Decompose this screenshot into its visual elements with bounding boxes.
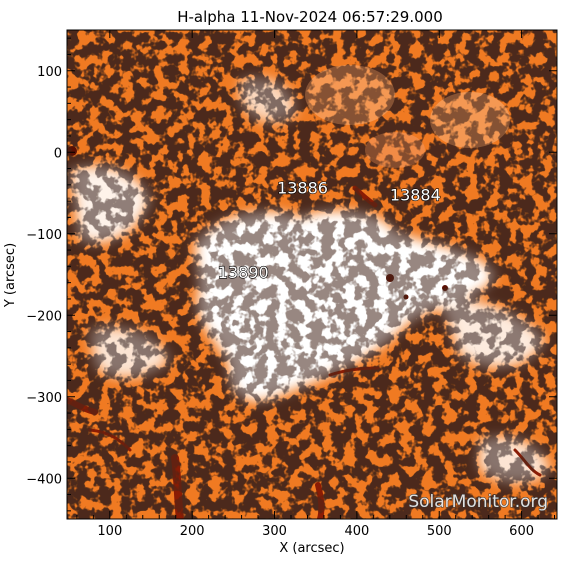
y-axis: 100 0 −100 −200 −300 −400 <box>26 37 557 512</box>
watermark: SolarMonitor.org <box>408 492 548 512</box>
x-axis-label: X (arcsec) <box>279 541 344 556</box>
y-axis-label: Y (arcsec) <box>3 243 18 308</box>
plot-frame <box>66 29 558 520</box>
x-axis: 100 200 300 400 500 600 <box>76 30 556 539</box>
x-tick-label: 200 <box>180 524 205 539</box>
active-region-labels: 13886 13884 13890 <box>217 178 441 283</box>
x-tick-label: 500 <box>427 524 452 539</box>
y-tick-label: 0 <box>54 146 62 161</box>
x-tick-label: 400 <box>344 524 369 539</box>
y-tick-label: 100 <box>37 65 62 80</box>
noise-speckle <box>67 30 557 519</box>
active-region-label: 13886 <box>277 178 328 197</box>
y-tick-label: −100 <box>26 228 62 243</box>
map-title: H-alpha 11-Nov-2024 06:57:29.000 <box>177 8 443 26</box>
h-alpha-image <box>67 30 557 519</box>
y-tick-label: −200 <box>26 309 62 324</box>
y-tick-label: −300 <box>26 391 62 406</box>
y-tick-label: −400 <box>26 472 62 487</box>
x-tick-label: 300 <box>262 524 287 539</box>
x-tick-label: 600 <box>509 524 534 539</box>
active-region-label: 13890 <box>218 263 269 282</box>
x-tick-label: 100 <box>97 524 122 539</box>
active-region-label: 13884 <box>390 186 441 205</box>
